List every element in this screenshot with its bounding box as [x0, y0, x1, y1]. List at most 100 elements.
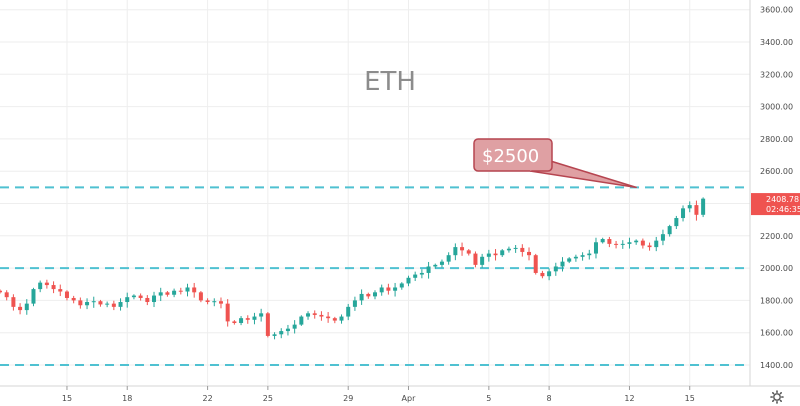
candle-body	[406, 277, 411, 284]
time-axis-label: 18	[122, 394, 132, 403]
candle	[426, 261, 431, 279]
candle-body	[165, 292, 170, 295]
candle-body	[560, 261, 565, 267]
candle-body	[11, 297, 16, 307]
candle	[24, 299, 29, 315]
candle-body	[178, 290, 183, 292]
time-axis-label: 8	[547, 394, 552, 403]
candle-body	[18, 306, 23, 311]
candle-body	[547, 271, 552, 277]
candle	[439, 259, 444, 268]
candle-body	[359, 293, 364, 301]
candle-body	[91, 301, 96, 303]
candle	[627, 237, 632, 249]
price-axis-label: 1400.00	[760, 361, 793, 370]
candle-body	[145, 297, 150, 303]
callout-box	[473, 138, 553, 172]
candle-body	[332, 318, 337, 321]
candle-body	[587, 253, 592, 256]
candle-body	[694, 205, 699, 215]
candle	[506, 246, 511, 253]
candle-body	[426, 266, 431, 273]
candle-body	[24, 303, 29, 311]
candle-body	[399, 283, 404, 288]
candle	[44, 279, 49, 289]
candle-body	[446, 255, 451, 262]
candle	[366, 292, 371, 299]
candle	[600, 237, 605, 244]
candle-body	[31, 289, 36, 304]
candle	[292, 320, 297, 334]
candle-body	[225, 303, 230, 322]
candle	[660, 229, 665, 246]
candle-body	[667, 226, 672, 235]
candle	[105, 301, 110, 308]
candle	[0, 289, 2, 294]
candle-body	[44, 282, 49, 286]
price-axis-label: 3400.00	[760, 38, 793, 47]
candle-body	[480, 256, 485, 265]
candles	[0, 197, 706, 340]
candle-body	[352, 300, 357, 307]
candle	[573, 254, 578, 262]
candle	[607, 236, 612, 248]
candle-body	[212, 301, 217, 303]
candle-body	[620, 243, 625, 245]
candle-body	[627, 242, 632, 244]
candle	[239, 316, 244, 326]
candle-body	[393, 287, 398, 291]
price-axis[interactable]: 1400.001600.001800.002000.002200.002400.…	[760, 6, 793, 370]
candle	[225, 299, 230, 327]
price-callout[interactable]: $2500	[473, 138, 637, 189]
candle-body	[419, 272, 424, 275]
candle-body	[567, 258, 572, 262]
candle-body	[138, 295, 143, 298]
candle	[446, 252, 451, 265]
candle	[58, 284, 63, 297]
candle-body	[439, 261, 444, 265]
candle-body	[4, 292, 9, 298]
candle-body	[647, 245, 652, 248]
candle	[111, 300, 116, 311]
candle-body	[265, 313, 270, 336]
candle-body	[540, 272, 545, 277]
candle-body	[218, 301, 223, 304]
candle	[460, 242, 465, 256]
candle	[259, 308, 264, 322]
candle	[192, 282, 197, 298]
candle	[413, 271, 418, 282]
candle	[560, 257, 565, 272]
candle-body	[373, 292, 377, 297]
candle-body	[654, 240, 659, 248]
candle	[172, 288, 177, 298]
candle-body	[473, 253, 478, 265]
chart-title: ETH	[364, 67, 416, 97]
candle	[553, 262, 558, 276]
callout-label: $2500	[482, 146, 539, 167]
candle	[419, 269, 424, 279]
candle-body	[433, 264, 438, 267]
candle-body	[366, 293, 371, 297]
last-price-box	[751, 193, 800, 216]
candle	[212, 298, 217, 307]
candle	[540, 270, 545, 279]
price-axis-label: 3000.00	[760, 103, 793, 112]
candle-body	[172, 290, 177, 295]
candle-body	[105, 303, 110, 305]
time-axis-label: Apr	[402, 394, 417, 403]
candle	[346, 303, 351, 321]
candle-body	[118, 302, 123, 307]
candle	[513, 245, 518, 253]
candle-body	[346, 306, 351, 317]
time-axis[interactable]: 15 18 22 25 29 Apr 5 8 12 15	[62, 386, 695, 403]
candle-body	[600, 239, 605, 243]
candle	[399, 282, 404, 290]
candle-body	[252, 316, 257, 320]
grid-lines	[0, 0, 750, 386]
candle	[38, 280, 43, 293]
candle	[31, 287, 36, 307]
settings-gear-icon[interactable]	[770, 390, 784, 404]
candle	[547, 268, 552, 281]
candle	[165, 291, 170, 297]
candle	[71, 295, 76, 304]
